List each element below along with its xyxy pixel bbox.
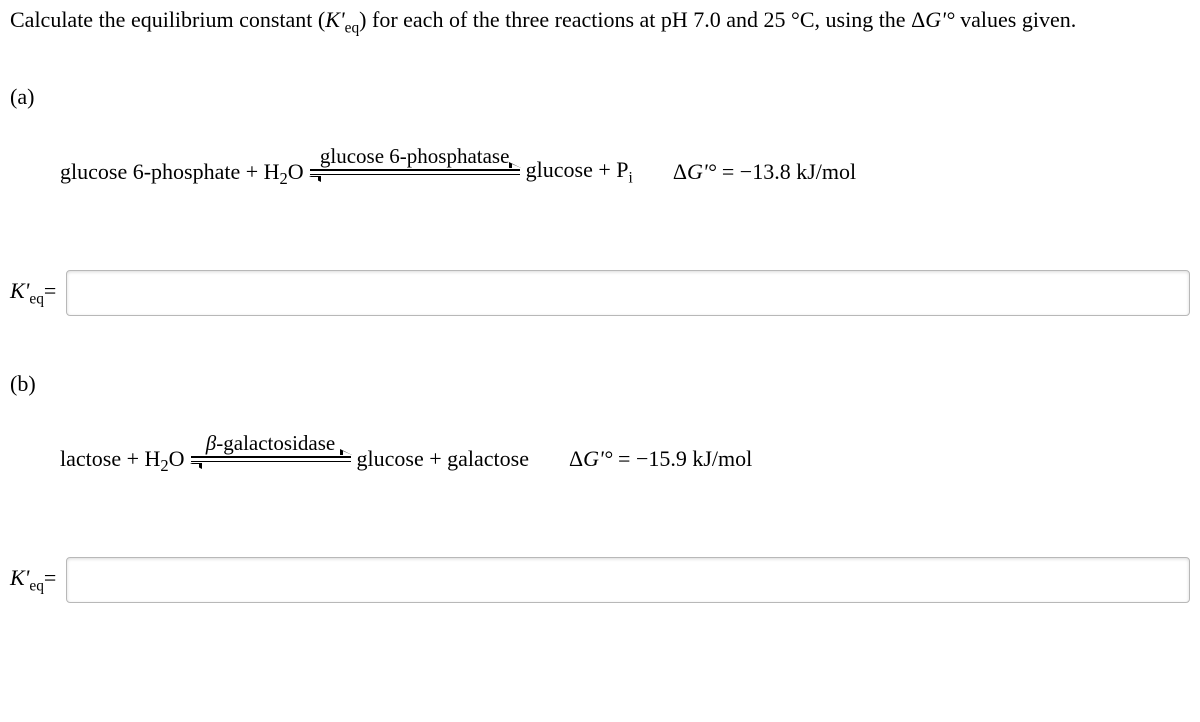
arrow-block-b: β-galactosidase [191, 452, 351, 466]
answer-label-a: K'eq= [10, 278, 56, 308]
reaction-a: glucose 6-phosphate + H2O glucose 6-phos… [60, 145, 1190, 200]
answer-b-post: = [44, 565, 56, 590]
answer-b-eq: eq [29, 577, 44, 594]
dg-b-g: G'° [583, 446, 612, 471]
answer-a-eq: eq [29, 290, 44, 307]
reactants-a-pre: glucose 6-phosphate + H [60, 159, 280, 184]
products-b: glucose + galactose [357, 446, 529, 472]
prompt-text-mid1: ) for each of the three reactions at pH … [359, 7, 925, 32]
prompt-gprime: G'° [925, 7, 954, 32]
reactants-a-post: O [288, 159, 304, 184]
answer-a-post: = [44, 278, 56, 303]
products-a-pre: glucose + P [526, 157, 629, 182]
keq-input-a[interactable] [66, 270, 1190, 316]
answer-b-k: K' [10, 565, 29, 590]
reactants-b: lactose + H2O [60, 446, 185, 472]
reactants-b-post: O [169, 446, 185, 471]
part-a-label: (a) [10, 84, 1190, 110]
products-a: glucose + Pi [526, 157, 633, 187]
prompt-text-mid2: values given. [955, 7, 1077, 32]
dg-b-val: −15.9 kJ/mol [636, 446, 752, 471]
dg-a-pre: Δ [673, 159, 687, 184]
dg-a-eq: = [716, 159, 739, 184]
question-prompt: Calculate the equilibrium constant (K'eq… [10, 5, 1190, 39]
delta-g-b: ΔG'° = −15.9 kJ/mol [569, 446, 752, 472]
answer-row-b: K'eq= [10, 557, 1190, 603]
dg-a-val: −13.8 kJ/mol [740, 159, 856, 184]
reactants-a-sub: 2 [280, 169, 288, 188]
equilibrium-arrow-icon [191, 452, 351, 466]
reaction-b: lactose + H2O β-galactosidase glucose + … [60, 432, 1190, 487]
delta-g-a: ΔG'° = −13.8 kJ/mol [673, 159, 856, 185]
prompt-text-pre: Calculate the equilibrium constant ( [10, 7, 325, 32]
dg-b-eq: = [613, 446, 636, 471]
prompt-kprime: K' [325, 7, 344, 32]
reactants-a: glucose 6-phosphate + H2O [60, 159, 304, 185]
answer-label-b: K'eq= [10, 565, 56, 595]
part-a: (a) glucose 6-phosphate + H2O glucose 6-… [10, 84, 1190, 316]
reactants-b-pre: lactose + H [60, 446, 160, 471]
part-b: (b) lactose + H2O β-galactosidase glucos… [10, 371, 1190, 603]
dg-b-pre: Δ [569, 446, 583, 471]
dg-a-g: G'° [687, 159, 716, 184]
arrow-block-a: glucose 6-phosphatase [310, 165, 520, 179]
answer-row-a: K'eq= [10, 270, 1190, 316]
keq-input-b[interactable] [66, 557, 1190, 603]
equilibrium-arrow-icon [310, 165, 520, 179]
part-b-label: (b) [10, 371, 1190, 397]
prompt-eq-sub: eq [345, 19, 360, 36]
products-a-sub: i [629, 170, 633, 187]
answer-a-k: K' [10, 278, 29, 303]
reactants-b-sub: 2 [160, 456, 168, 475]
